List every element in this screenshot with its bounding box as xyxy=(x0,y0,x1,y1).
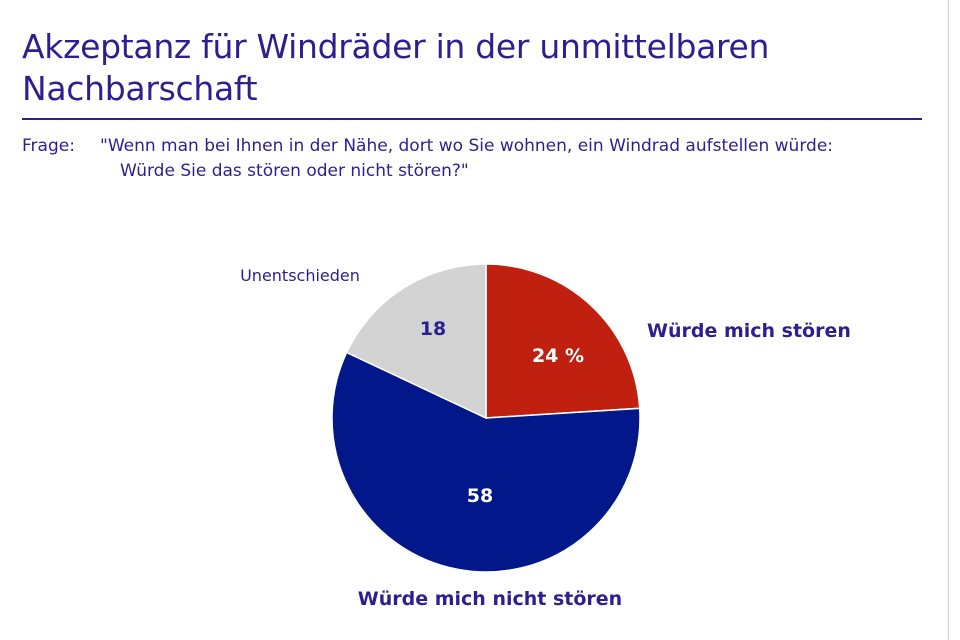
title-divider xyxy=(22,118,922,120)
slice-value-label: 18 xyxy=(420,318,446,340)
page-title: Akzeptanz für Windräder in der unmittelb… xyxy=(22,27,770,108)
question-line-2: Würde Sie das stören oder nicht stören?" xyxy=(120,161,469,181)
slice-category-label: Würde mich nicht stören xyxy=(358,588,622,610)
slice-value-label: 58 xyxy=(467,485,493,507)
slice-category-label: Unentschieden xyxy=(240,266,360,285)
pie-slice-unentschieden xyxy=(345,263,487,420)
question-line-1: "Wenn man bei Ihnen in der Nähe, dort wo… xyxy=(100,136,834,156)
pie-slice-wuerde-mich-nicht-stoeren xyxy=(331,351,641,573)
slide-border xyxy=(948,0,960,640)
pie-slice-wuerde-mich-stoeren xyxy=(485,263,641,419)
survey-question: Frage: "Wenn man bei Ihnen in der Nähe, … xyxy=(22,134,942,184)
slice-category-label: Würde mich stören xyxy=(647,320,851,342)
question-prefix: Frage: xyxy=(22,136,75,156)
slice-value-label: 24 % xyxy=(532,345,584,367)
